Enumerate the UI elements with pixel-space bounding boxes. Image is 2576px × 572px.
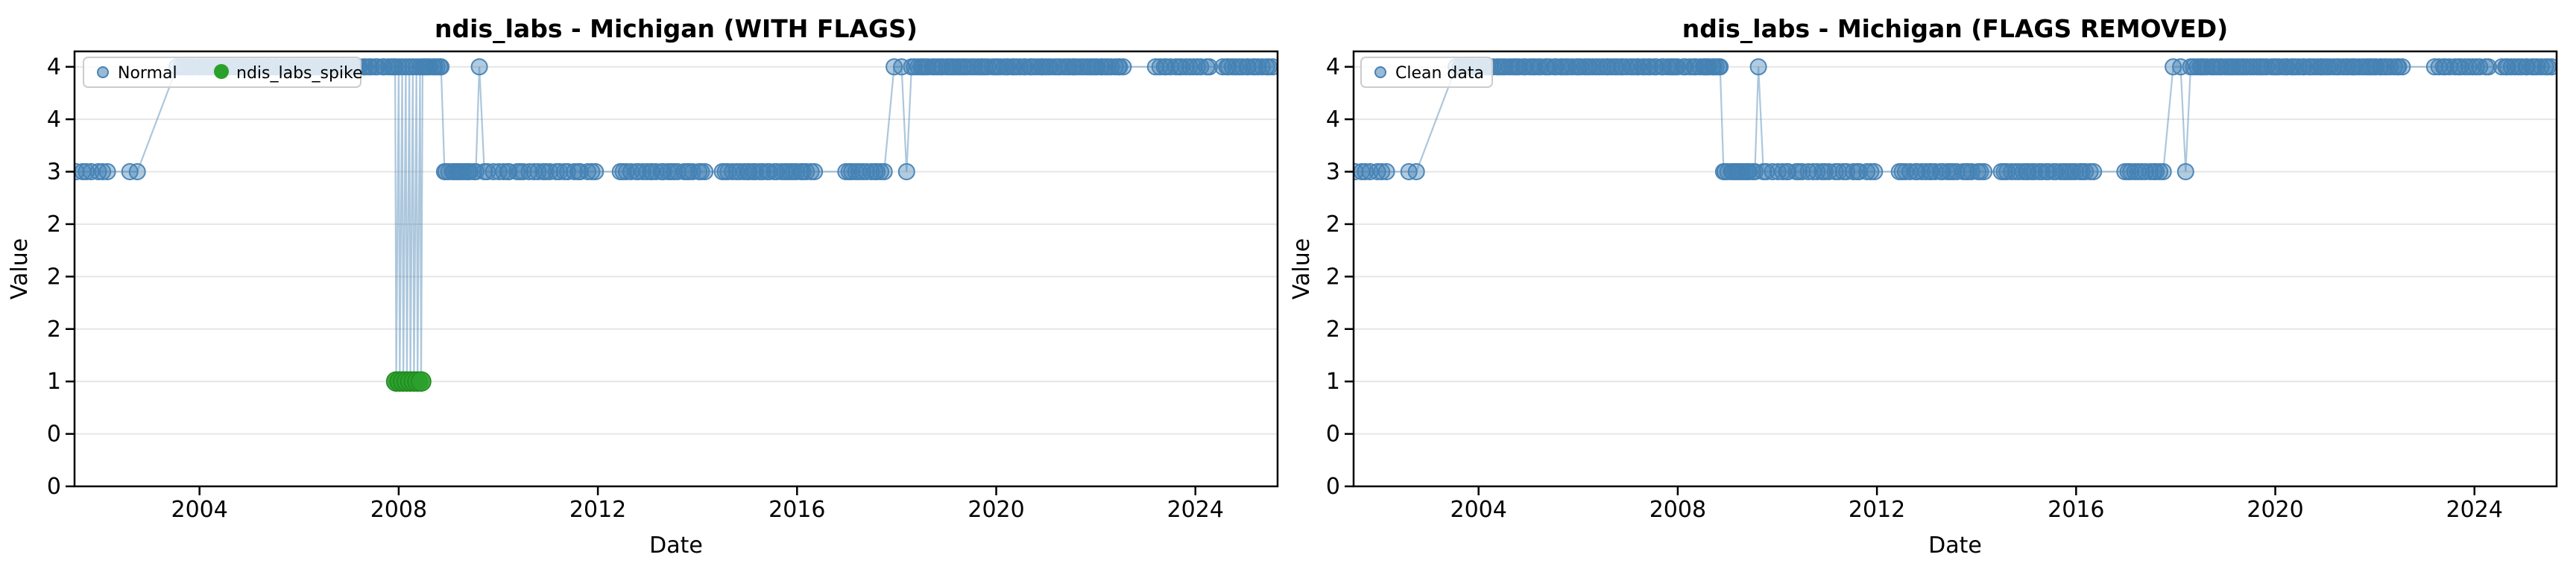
y-tick-label: 2 (1326, 317, 1340, 343)
y-tick-label: 4 (1326, 54, 1340, 80)
chart-title: ndis_labs - Michigan (FLAGS REMOVED) (1682, 14, 2229, 43)
x-tick-label: 2004 (1450, 497, 1507, 523)
y-axis-label: Value (7, 238, 33, 299)
legend-clean-marker-icon (1374, 66, 1386, 78)
x-tick-label: 2016 (768, 497, 825, 523)
right-chart: 2004 2008 2012 2016 2020 2024 0 0 1 2 2 2 3 4 4 ndis_l… (1289, 14, 2558, 559)
y-tick-label: 4 (1326, 107, 1340, 133)
y-tick-label: 2 (1326, 212, 1340, 238)
y-tick-label: 4 (47, 54, 61, 80)
x-tick-label: 2020 (2247, 497, 2303, 523)
legend-normal-marker-icon (97, 66, 109, 78)
x-tick-label: 2016 (2048, 497, 2104, 523)
y-tick-label: 2 (47, 317, 61, 343)
y-tick-label: 2 (47, 212, 61, 238)
legend-clean-label: Clean data (1395, 64, 1484, 83)
x-tick-label: 2012 (569, 497, 626, 523)
series-with-flags (75, 58, 1278, 392)
y-tick-label: 0 (47, 474, 61, 500)
y-tick-label: 3 (47, 159, 61, 185)
y-tick-label: 2 (1326, 264, 1340, 290)
chart-title: ndis_labs - Michigan (WITH FLAGS) (435, 14, 918, 43)
left-chart: 2004 2008 2012 2016 2020 2024 0 0 1 2 2 2 3 4 4 ndis_l… (7, 14, 1279, 559)
y-tick-label: 0 (1326, 474, 1340, 500)
y-axis-label: Value (1289, 238, 1315, 299)
legend-box (1360, 57, 1493, 88)
y-tick-label: 2 (47, 264, 61, 290)
x-tick-label: 2008 (1650, 497, 1706, 523)
x-tick-label: 2020 (967, 497, 1024, 523)
series-clean (1354, 58, 2557, 180)
y-gridlines (75, 66, 1278, 487)
legend: Clean data (1360, 57, 1493, 88)
y-tick-label: 3 (1326, 159, 1340, 185)
x-axis-label: Date (1928, 533, 1982, 559)
legend: Normal ndis_labs_spike (83, 57, 363, 88)
y-tick-label: 0 (47, 422, 61, 448)
axes-frame: 2004 2008 2012 2016 2020 2024 0 0 1 2 2 2 3 4 4 (1326, 50, 2558, 523)
y-gridlines (1354, 66, 2557, 487)
legend-normal-label: Normal (118, 64, 177, 83)
legend-spike-marker-icon (214, 64, 229, 79)
axes-frame: 2004 2008 2012 2016 2020 2024 0 0 1 2 2 2 3 4 4 (47, 50, 1279, 523)
y-tick-label: 1 (1326, 369, 1340, 395)
x-tick-label: 2024 (2446, 497, 2503, 523)
y-tick-label: 0 (1326, 422, 1340, 448)
x-tick-label: 2012 (1849, 497, 1905, 523)
y-tick-label: 1 (47, 369, 61, 395)
legend-spike-label: ndis_labs_spike (236, 64, 363, 83)
y-tick-label: 4 (47, 107, 61, 133)
x-tick-label: 2008 (370, 497, 427, 523)
x-axis-label: Date (649, 533, 703, 559)
x-tick-label: 2004 (171, 497, 227, 523)
x-tick-label: 2024 (1167, 497, 1224, 523)
